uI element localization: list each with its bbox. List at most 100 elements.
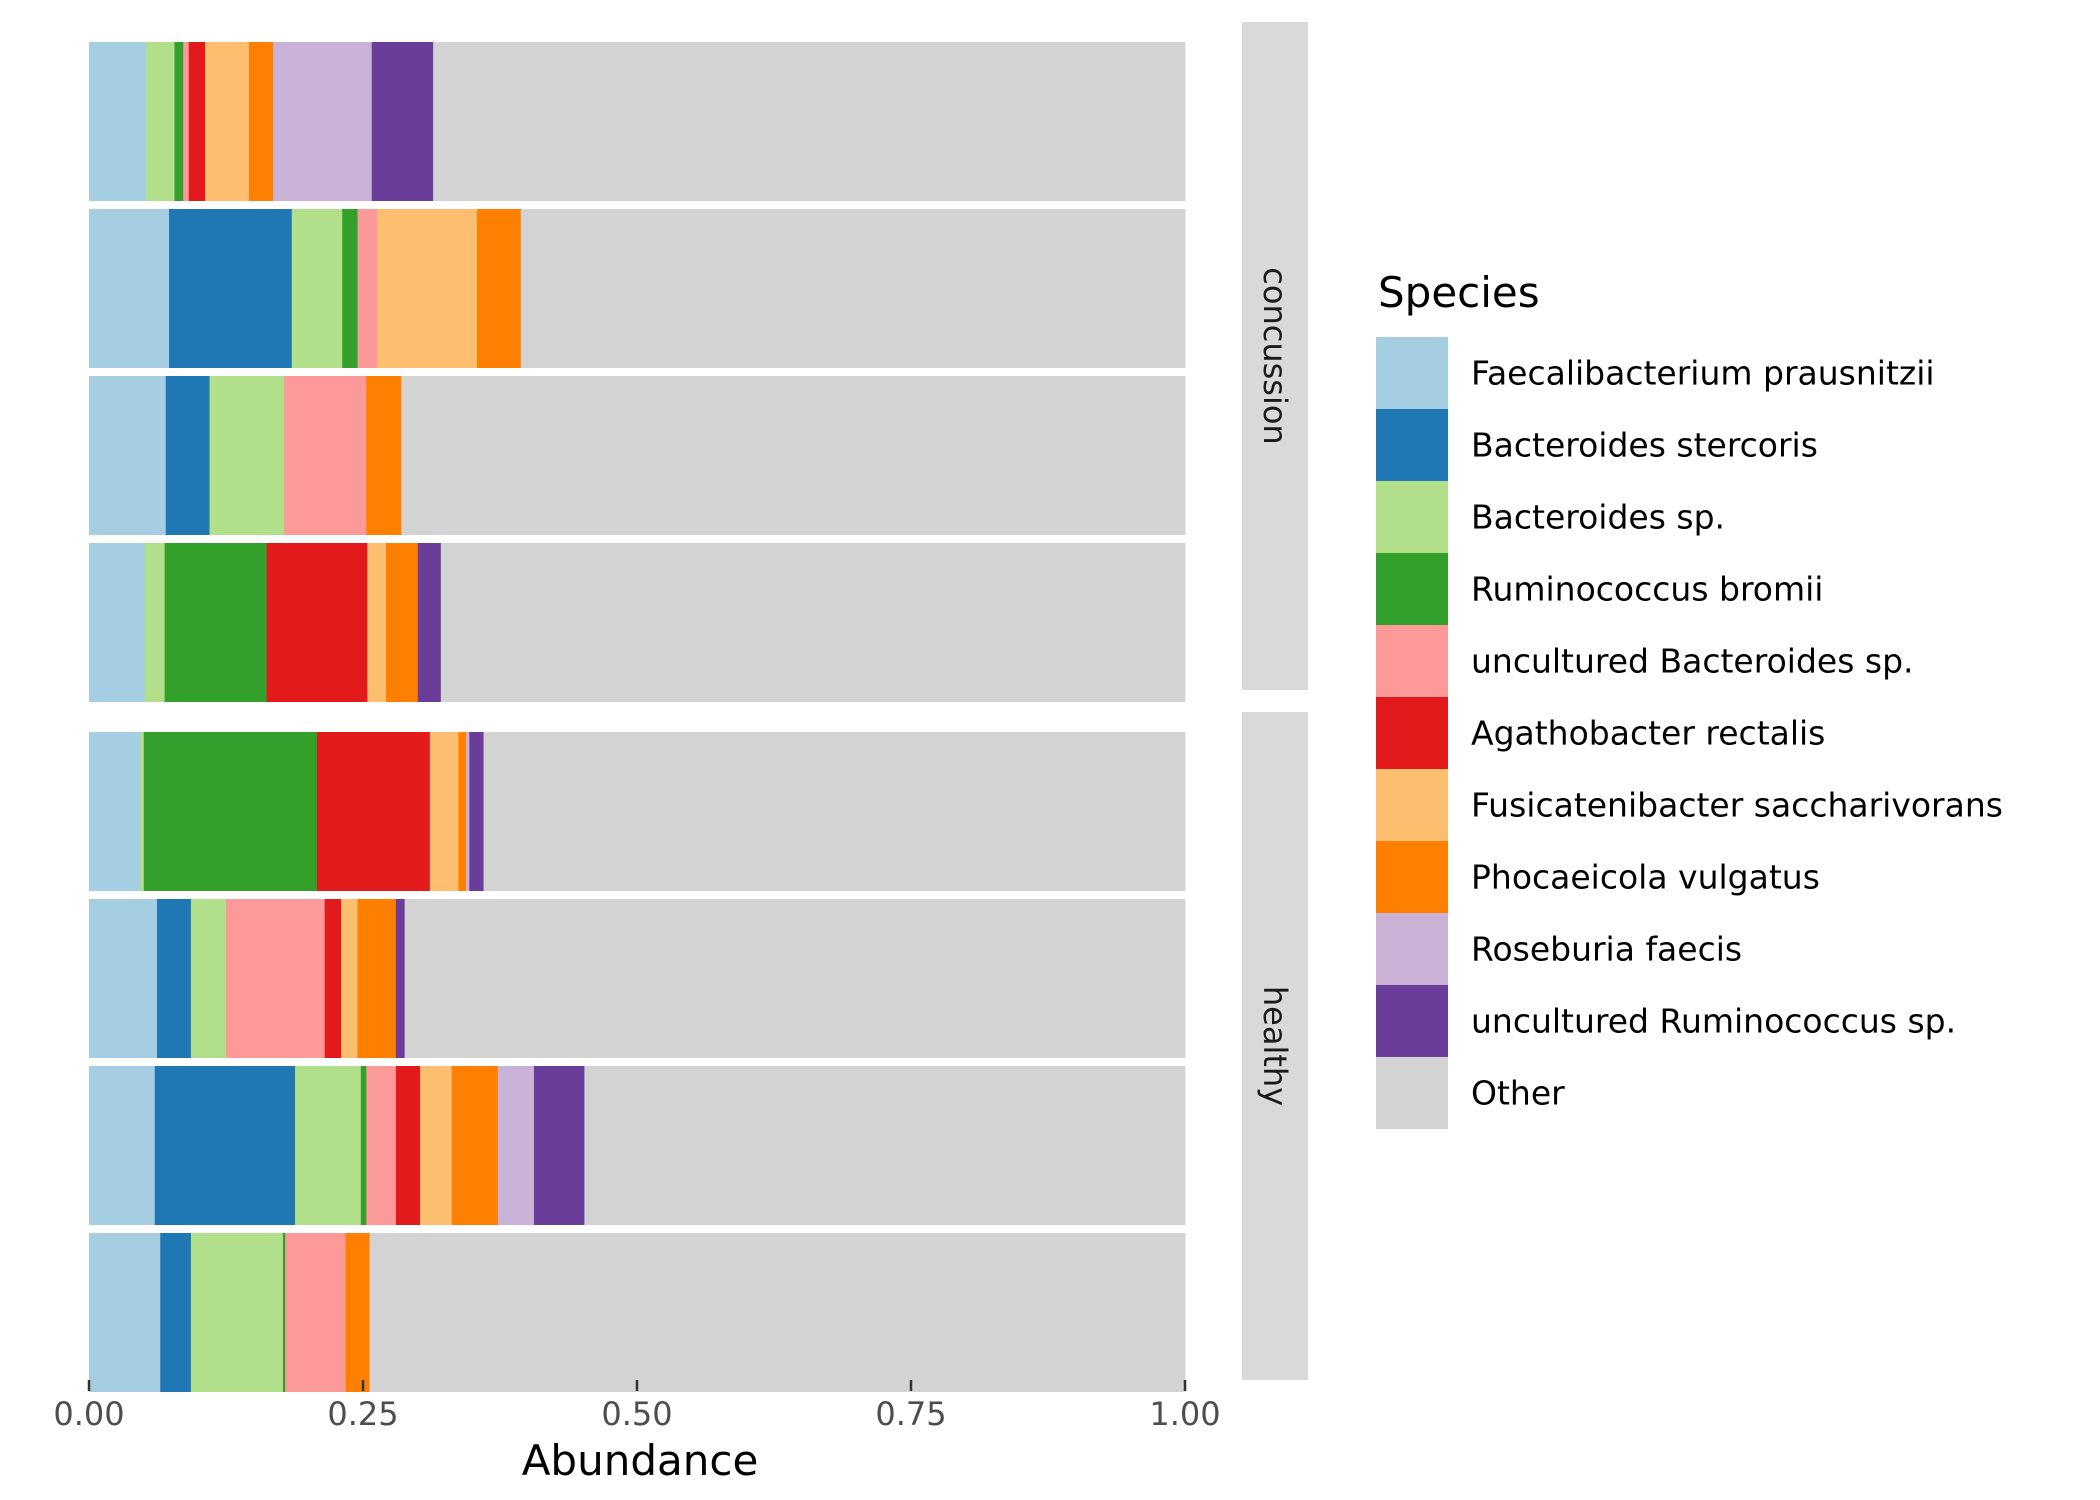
bar-segment — [469, 732, 484, 891]
bar-segment — [145, 42, 175, 201]
x-tick-label: 0.50 — [601, 1395, 672, 1433]
bar-concussion-2 — [89, 209, 1186, 368]
bar-segment — [89, 543, 146, 702]
bar-segment — [360, 1066, 367, 1225]
bar-segment — [174, 42, 184, 201]
legend-label: Bacteroides stercoris — [1471, 426, 1818, 465]
bar-segment — [371, 42, 434, 201]
facet-strip-healthy — [1242, 712, 1308, 1380]
bar-segment — [169, 209, 293, 368]
legend-item: Ruminococcus bromii — [1376, 553, 1823, 625]
bar-segment — [295, 1066, 362, 1225]
legend-label: Other — [1471, 1074, 1565, 1113]
bar-segment — [164, 543, 267, 702]
bar-segment — [205, 42, 250, 201]
legend-item: Faecalibacterium prausnitzii — [1376, 337, 1935, 409]
legend-item: uncultured Ruminococcus sp. — [1376, 985, 1956, 1057]
bar-segment — [144, 543, 166, 702]
facet-panel-concussion — [89, 42, 1186, 702]
bar-segment — [520, 209, 1186, 368]
facet-strip-label: concussion — [1256, 267, 1294, 444]
bar-segment — [89, 1233, 161, 1392]
bar-segment — [165, 376, 210, 535]
bar-segment — [584, 1066, 1186, 1225]
legend: Species Faecalibacterium prausnitzii Bact… — [1376, 268, 2003, 1129]
bar-segment — [404, 899, 1186, 1058]
legend-key — [1376, 769, 1448, 841]
bar-segment — [209, 376, 285, 535]
bar-segment — [377, 209, 478, 368]
legend-item: Bacteroides stercoris — [1376, 409, 1818, 481]
x-tick-label: 0.75 — [875, 1395, 946, 1433]
facet-strips: concussion healthy — [1242, 22, 1308, 1380]
bar-healthy-4 — [89, 1233, 1186, 1392]
legend-title: Species — [1378, 268, 1540, 317]
bar-segment — [154, 1066, 296, 1225]
legend-key — [1376, 841, 1448, 913]
bar-concussion-1 — [89, 42, 1186, 201]
bar-segment — [316, 732, 431, 891]
bar-segment — [188, 42, 206, 201]
legend-key — [1376, 625, 1448, 697]
bar-segment — [395, 1066, 421, 1225]
legend-label: Ruminococcus bromii — [1471, 570, 1823, 609]
bar-segment — [497, 1066, 535, 1225]
bar-segment — [386, 543, 419, 702]
bar-segment — [366, 1066, 397, 1225]
legend-key — [1376, 409, 1448, 481]
bar-segment — [89, 732, 141, 891]
bar-segment — [89, 376, 167, 535]
bar-segment — [341, 899, 358, 1058]
bar-segment — [273, 42, 373, 201]
bar-segment — [417, 543, 442, 702]
bar-segment — [89, 42, 147, 201]
bar-segment — [476, 209, 522, 368]
x-tick-label: 0.00 — [53, 1395, 124, 1433]
bar-segment — [345, 1233, 370, 1392]
facet-strip-label: healthy — [1256, 986, 1294, 1106]
bar-segment — [291, 209, 343, 368]
x-axis: 0.00 0.25 0.50 0.75 1.00 — [53, 1380, 1221, 1433]
legend-item: Phocaeicola vulgatus — [1376, 841, 1820, 913]
bar-segment — [89, 1066, 156, 1225]
bar-segment — [249, 42, 274, 201]
facet-panel-healthy — [89, 732, 1186, 1392]
bar-segment — [367, 543, 387, 702]
bar-segment — [140, 732, 145, 891]
bar-segment — [160, 1233, 192, 1392]
legend-key — [1376, 913, 1448, 985]
bar-segment — [285, 1233, 346, 1392]
bar-segment — [284, 376, 367, 535]
bar-segment — [190, 1233, 284, 1392]
legend-item: Roseburia faecis — [1376, 913, 1742, 985]
bar-concussion-4 — [89, 543, 1186, 702]
legend-key — [1376, 481, 1448, 553]
bar-segment — [89, 209, 170, 368]
bar-segment — [533, 1066, 585, 1225]
legend-label: uncultured Bacteroides sp. — [1471, 642, 1914, 681]
bar-segment — [183, 42, 190, 201]
facet-strip-concussion — [1242, 22, 1308, 690]
bar-segment — [226, 899, 326, 1058]
legend-key — [1376, 1057, 1448, 1129]
bar-segment — [369, 1233, 1186, 1392]
legend-key — [1376, 985, 1448, 1057]
bar-segment — [282, 1233, 286, 1392]
bar-segment — [366, 376, 402, 535]
bar-segment — [458, 732, 467, 891]
bar-segment — [483, 732, 1186, 891]
bar-segment — [89, 899, 158, 1058]
legend-item: Agathobacter rectalis — [1376, 697, 1825, 769]
bar-segment — [451, 1066, 499, 1225]
bar-segment — [266, 543, 368, 702]
bar-segment — [440, 543, 1186, 702]
bar-segment — [433, 42, 1186, 201]
x-tick-label: 1.00 — [1149, 1395, 1220, 1433]
bar-concussion-3 — [89, 376, 1186, 535]
legend-item: uncultured Bacteroides sp. — [1376, 625, 1914, 697]
bar-segment — [419, 1066, 453, 1225]
bar-segment — [324, 899, 342, 1058]
facet-panels — [89, 42, 1186, 1392]
bar-segment — [342, 209, 358, 368]
